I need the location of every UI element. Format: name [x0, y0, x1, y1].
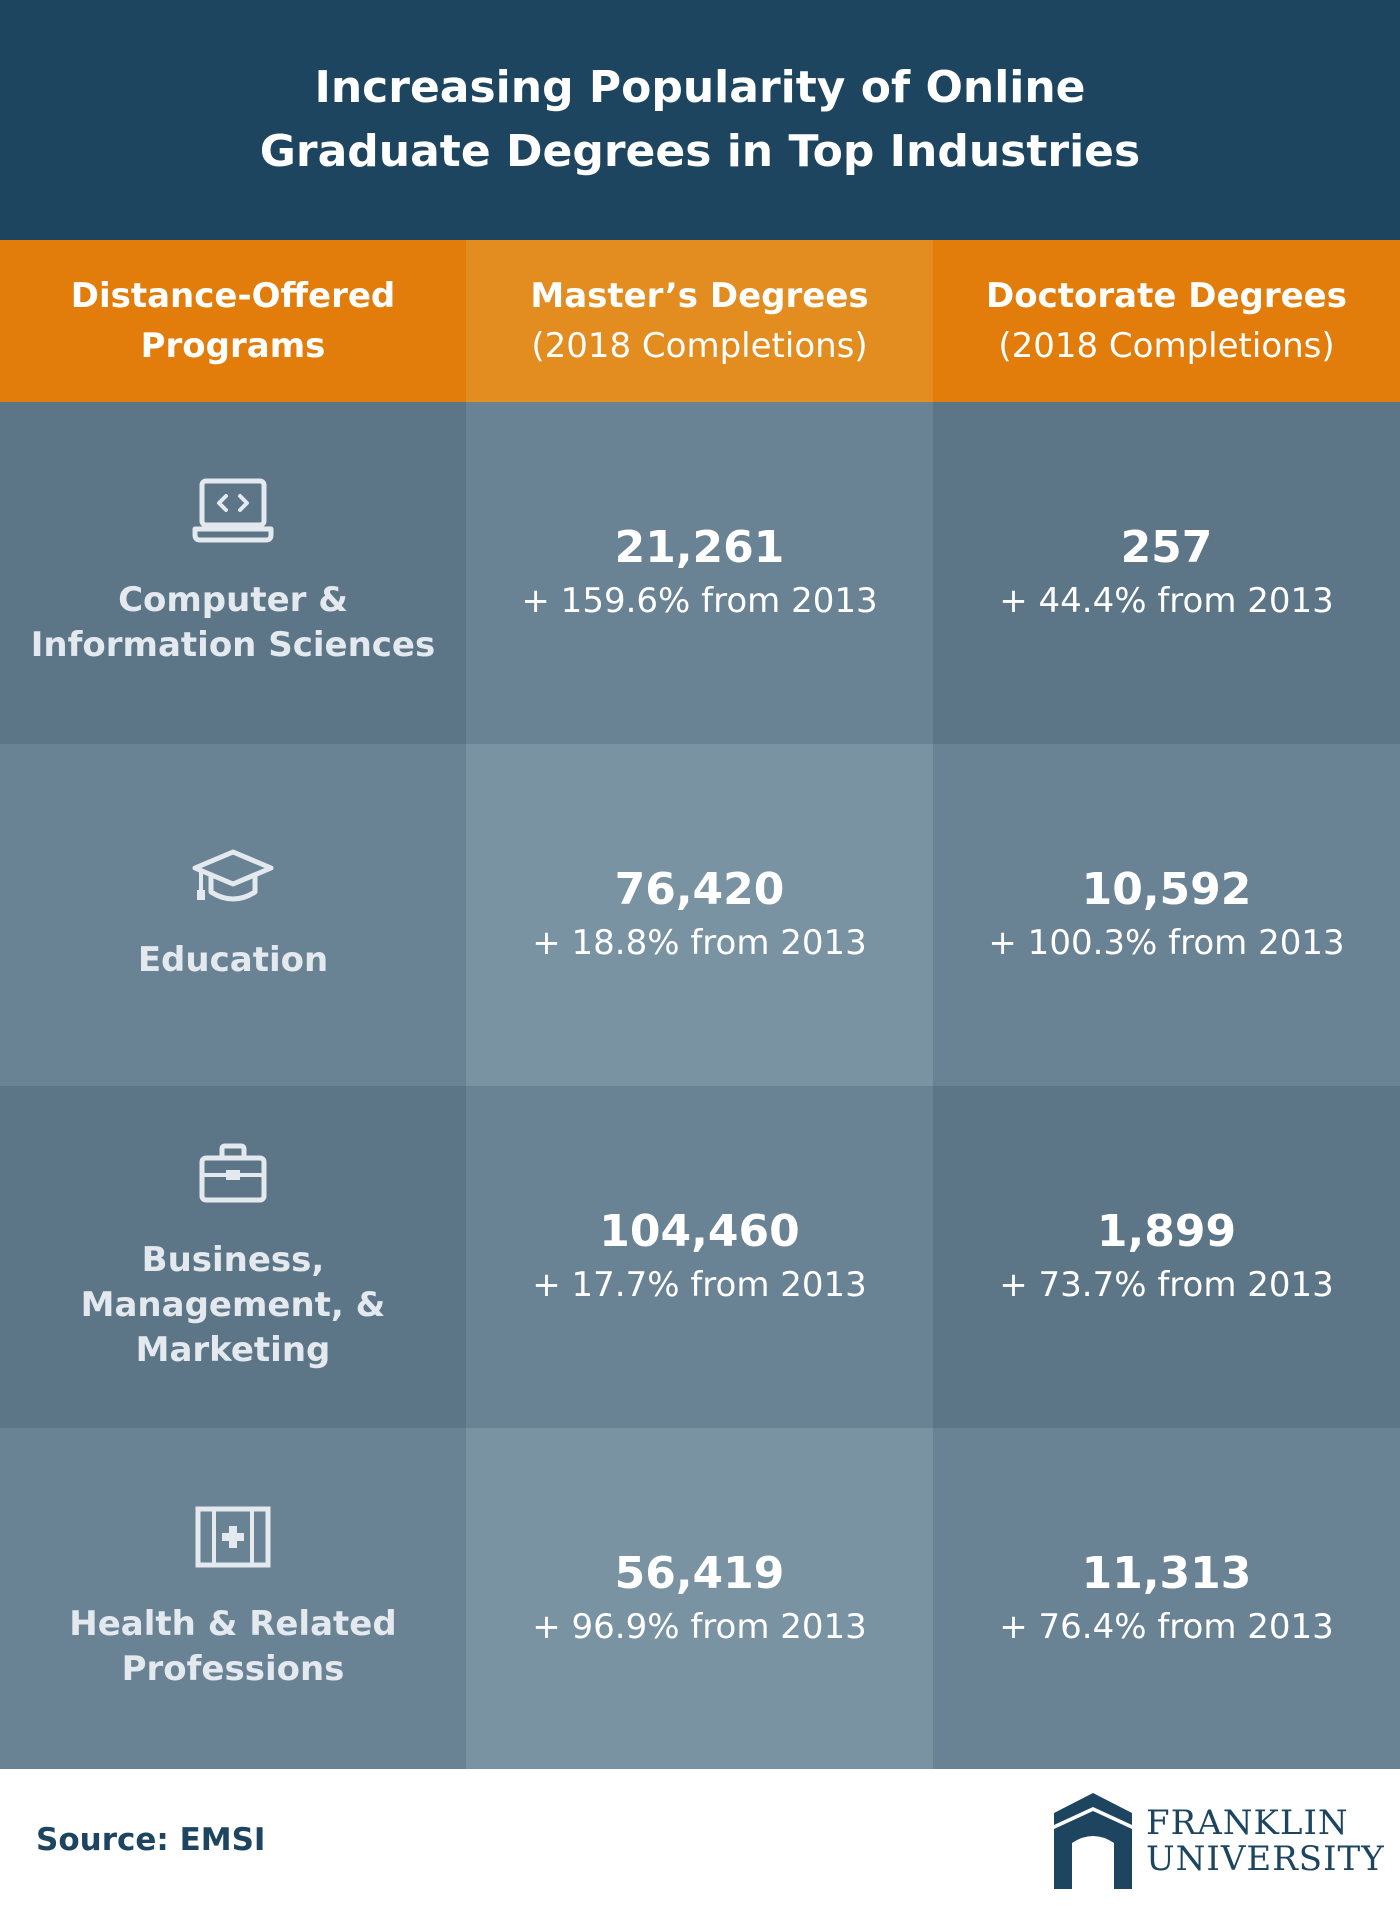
- masters-value: 56,419: [614, 1548, 785, 1599]
- masters-change: + 159.6% from 2013: [521, 581, 878, 621]
- briefcase-icon: [198, 1142, 268, 1208]
- program-label: Health & Related: [69, 1604, 397, 1644]
- source-note: Source: EMSI: [36, 1822, 266, 1858]
- masters-value: 21,261: [614, 522, 785, 573]
- header-masters-line-1: Master’s Degrees: [530, 276, 869, 316]
- doctorate-cell: 11,313 + 76.4% from 2013: [933, 1428, 1400, 1770]
- graduation-cap-icon: [191, 848, 275, 908]
- masters-change: + 18.8% from 2013: [532, 923, 867, 963]
- chart-title-line-1: Increasing Popularity of Online: [314, 62, 1086, 113]
- logo-text: FRANKLIN UNIVERSITY: [1146, 1805, 1385, 1877]
- header-masters-line-2: (2018 Completions): [531, 326, 868, 366]
- masters-cell: 56,419 + 96.9% from 2013: [466, 1428, 933, 1770]
- title-banner: Increasing Popularity of Online Graduate…: [0, 0, 1400, 240]
- header-programs-line-1: Distance-Offered: [70, 276, 396, 316]
- masters-change: + 17.7% from 2013: [532, 1265, 867, 1305]
- doctorate-change: + 73.7% from 2013: [999, 1265, 1334, 1305]
- header-programs: Distance-Offered Programs: [0, 240, 466, 402]
- program-label: Computer &: [118, 580, 348, 620]
- franklin-university-logo: FRANKLIN UNIVERSITY: [1050, 1791, 1384, 1891]
- degrees-table: Distance-Offered Programs Master’s Degre…: [0, 240, 1400, 1770]
- program-label: Information Sciences: [30, 625, 436, 665]
- program-label: Management, &: [80, 1284, 386, 1325]
- chart-title-line-2: Graduate Degrees in Top Industries: [259, 126, 1141, 177]
- header-doctorate: Doctorate Degrees (2018 Completions): [933, 240, 1400, 402]
- program-label: Professions: [121, 1649, 345, 1689]
- footer: Source: EMSI FRANKLIN UNIVERSITY: [0, 1769, 1400, 1911]
- doctorate-value: 10,592: [1081, 864, 1252, 915]
- doctorate-cell: 1,899 + 73.7% from 2013: [933, 1086, 1400, 1428]
- masters-value: 104,460: [599, 1206, 800, 1257]
- masters-value: 76,420: [614, 864, 785, 915]
- masters-cell: 76,420 + 18.8% from 2013: [466, 744, 933, 1086]
- medical-kit-icon: [195, 1506, 271, 1572]
- masters-cell: 21,261 + 159.6% from 2013: [466, 402, 933, 744]
- doctorate-change: + 76.4% from 2013: [999, 1607, 1334, 1647]
- doctorate-value: 11,313: [1081, 1548, 1252, 1599]
- doctorate-change: + 44.4% from 2013: [999, 581, 1334, 621]
- program-label: Business,: [141, 1239, 325, 1280]
- header-programs-line-2: Programs: [140, 326, 326, 366]
- program-cell: Business, Management, & Marketing: [0, 1086, 466, 1428]
- program-label: Marketing: [135, 1329, 331, 1370]
- doctorate-value: 1,899: [1096, 1206, 1237, 1257]
- program-cell: Education: [0, 744, 466, 1086]
- logo-line-1: FRANKLIN: [1146, 1803, 1349, 1843]
- laptop-code-icon: [192, 478, 274, 548]
- header-masters: Master’s Degrees (2018 Completions): [466, 240, 933, 402]
- franklin-arch-icon: [1054, 1793, 1132, 1889]
- header-doctorate-line-2: (2018 Completions): [998, 326, 1335, 366]
- logo-line-2: UNIVERSITY: [1146, 1839, 1385, 1879]
- header-doctorate-line-1: Doctorate Degrees: [986, 276, 1347, 316]
- program-cell: Health & Related Professions: [0, 1428, 466, 1770]
- doctorate-cell: 257 + 44.4% from 2013: [933, 402, 1400, 744]
- doctorate-cell: 10,592 + 100.3% from 2013: [933, 744, 1400, 1086]
- program-label: Education: [137, 939, 329, 980]
- doctorate-value: 257: [1120, 522, 1213, 573]
- masters-cell: 104,460 + 17.7% from 2013: [466, 1086, 933, 1428]
- program-cell: Computer & Information Sciences: [0, 402, 466, 744]
- doctorate-change: + 100.3% from 2013: [988, 923, 1345, 963]
- masters-change: + 96.9% from 2013: [532, 1607, 867, 1647]
